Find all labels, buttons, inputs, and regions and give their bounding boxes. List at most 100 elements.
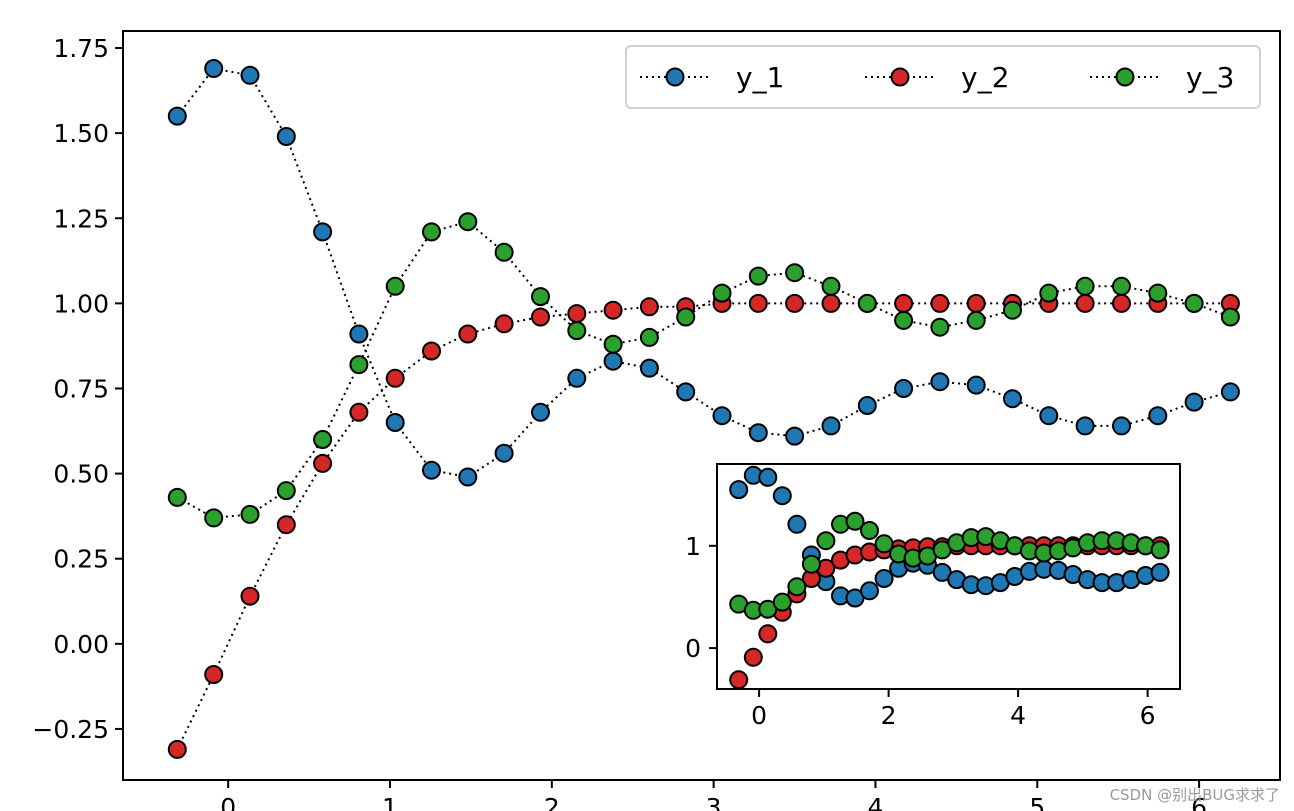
data-point-y_3 bbox=[894, 310, 914, 330]
y-tick-label: −0.25 bbox=[32, 715, 109, 744]
inset-axes: 0 1 0 2 4 6 bbox=[685, 463, 1181, 730]
data-point-y_1 bbox=[857, 396, 877, 415]
data-point-y_2 bbox=[894, 293, 914, 313]
data-point-y_1 bbox=[639, 358, 659, 378]
data-point-y_1 bbox=[785, 426, 805, 446]
data-point-y_3 bbox=[276, 481, 296, 501]
data-point-y_2 bbox=[639, 297, 659, 317]
data-point-y_1 bbox=[385, 413, 405, 432]
data-point-y_3 bbox=[531, 287, 550, 307]
data-point-y_3 bbox=[1003, 300, 1022, 320]
data-point-y_3 bbox=[204, 508, 224, 528]
series-line-y_1 bbox=[176, 67, 1231, 479]
data-point-y_3 bbox=[603, 334, 623, 354]
data-point-y_1 bbox=[276, 127, 296, 146]
x-tick-label: 1 bbox=[382, 793, 398, 811]
inset-point-y_3 bbox=[1150, 540, 1170, 560]
data-point-y_3 bbox=[422, 222, 441, 242]
data-point-y_3 bbox=[167, 487, 187, 507]
inset-point-y_1 bbox=[787, 514, 807, 534]
inset-point-y_1 bbox=[758, 467, 778, 487]
data-point-y_2 bbox=[748, 293, 768, 313]
data-point-y_1 bbox=[712, 406, 732, 426]
data-point-y_2 bbox=[567, 304, 587, 324]
data-point-y_2 bbox=[349, 402, 369, 422]
data-point-y_1 bbox=[1148, 406, 1168, 426]
data-point-y_1 bbox=[422, 460, 441, 480]
inset-x-tick-label: 2 bbox=[881, 701, 897, 730]
data-point-y_2 bbox=[276, 515, 296, 535]
data-point-y_2 bbox=[313, 453, 333, 473]
x-tick-label: 2 bbox=[544, 793, 560, 811]
data-point-y_3 bbox=[712, 283, 732, 303]
watermark-text: CSDN @别出BUG求求了 bbox=[1109, 786, 1280, 804]
data-point-y_3 bbox=[1148, 283, 1168, 303]
legend: y_1 y_2 y_3 bbox=[625, 45, 1261, 109]
data-point-y_3 bbox=[1112, 276, 1131, 296]
main-plot-frame bbox=[122, 30, 1281, 781]
y-tick-label: 0.25 bbox=[53, 545, 109, 574]
inset-point-y_3 bbox=[801, 554, 821, 574]
x-tick-label: 3 bbox=[706, 793, 722, 811]
y-tick-label: 1.00 bbox=[53, 289, 109, 318]
legend-label-y_1: y_1 bbox=[736, 61, 784, 94]
data-point-y_3 bbox=[458, 212, 478, 232]
data-point-y_2 bbox=[240, 586, 260, 606]
data-point-y_1 bbox=[531, 402, 550, 422]
data-point-y_1 bbox=[313, 222, 333, 242]
data-point-y_1 bbox=[1184, 392, 1204, 412]
inset-point-y_3 bbox=[816, 531, 836, 551]
inset-point-y_3 bbox=[860, 521, 879, 540]
data-point-y_2 bbox=[603, 300, 623, 320]
inset-x-tick-label: 6 bbox=[1140, 701, 1156, 730]
inset-point-y_1 bbox=[772, 486, 792, 506]
legend-label-y_3: y_3 bbox=[1186, 61, 1234, 94]
data-point-y_2 bbox=[821, 293, 841, 313]
inset-point-y_1 bbox=[860, 581, 879, 601]
inset-x-tick-label: 4 bbox=[1010, 701, 1026, 730]
data-point-y_1 bbox=[1075, 416, 1095, 436]
y-tick-label: 0.50 bbox=[53, 460, 109, 489]
data-point-y_1 bbox=[821, 416, 841, 436]
y-tick-label: 1.50 bbox=[53, 119, 109, 148]
data-point-y_3 bbox=[821, 276, 841, 296]
data-point-y_3 bbox=[785, 263, 805, 283]
legend-marker-y_3 bbox=[1115, 67, 1135, 87]
x-tick-label: 6 bbox=[1191, 793, 1207, 811]
inset-x-tick-label: 0 bbox=[751, 701, 767, 730]
data-point-y_1 bbox=[458, 467, 478, 487]
data-point-y_3 bbox=[1220, 307, 1240, 327]
data-point-y_3 bbox=[1075, 276, 1095, 296]
data-point-y_3 bbox=[639, 327, 659, 347]
inset-y-tick-label: 0 bbox=[685, 634, 701, 663]
data-point-y_2 bbox=[458, 324, 478, 344]
inset-point-y_2 bbox=[729, 670, 749, 690]
inset-point-y_1 bbox=[1150, 562, 1170, 582]
data-point-y_1 bbox=[676, 382, 696, 402]
data-point-y_1 bbox=[748, 423, 768, 443]
inset-point-y_2 bbox=[758, 624, 778, 644]
data-point-y_3 bbox=[1184, 293, 1204, 313]
x-tick-label: 0 bbox=[220, 793, 236, 811]
data-point-y_3 bbox=[930, 317, 950, 337]
inset-point-y_3 bbox=[845, 511, 865, 531]
legend-marker-y_1 bbox=[665, 67, 685, 87]
data-point-y_2 bbox=[494, 314, 514, 334]
x-tick-label: 4 bbox=[868, 793, 884, 811]
data-point-y_2 bbox=[422, 341, 441, 361]
data-point-y_2 bbox=[1112, 293, 1131, 313]
data-point-y_1 bbox=[349, 324, 369, 344]
data-point-y_1 bbox=[603, 351, 623, 371]
data-point-y_1 bbox=[1003, 389, 1022, 409]
series-line-y_3 bbox=[176, 220, 1231, 519]
data-point-y_2 bbox=[1075, 293, 1095, 313]
y-tick-label: 0.00 bbox=[53, 630, 109, 659]
data-point-y_3 bbox=[966, 310, 986, 330]
inset-point-y_3 bbox=[787, 577, 807, 597]
data-point-y_3 bbox=[349, 355, 369, 375]
inset-point-y_2 bbox=[743, 647, 763, 667]
data-point-y_1 bbox=[966, 375, 986, 395]
legend-box bbox=[625, 45, 1261, 109]
legend-label-y_2: y_2 bbox=[961, 61, 1009, 94]
x-tick-label: 5 bbox=[1029, 793, 1045, 811]
